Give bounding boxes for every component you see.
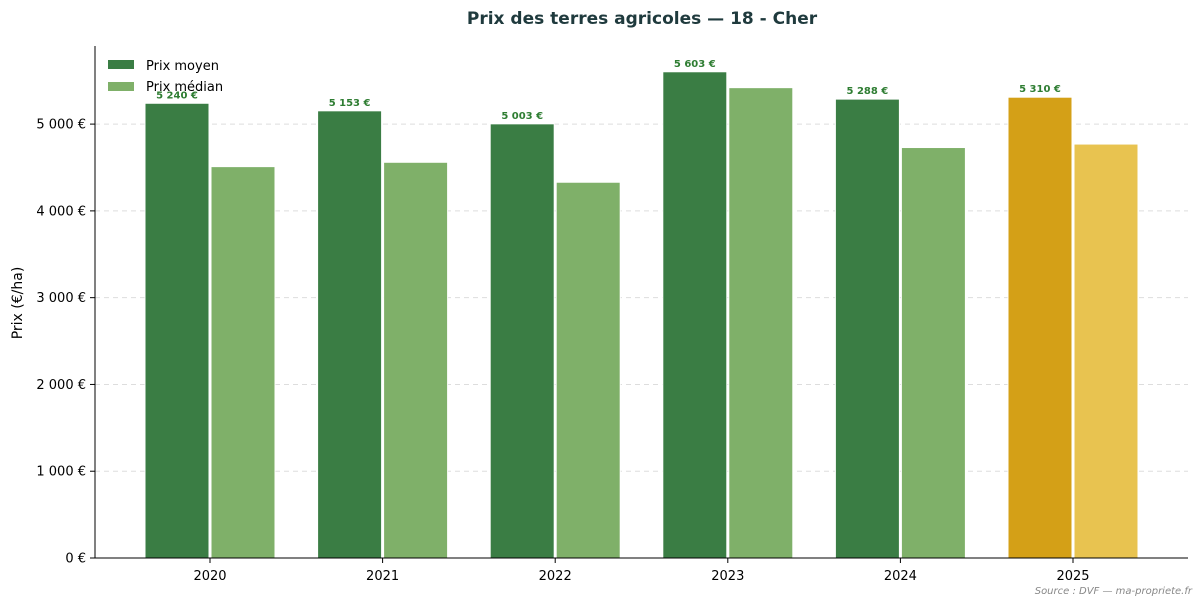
bar-median-2021 [383, 161, 449, 559]
y-tick-label: 5 000 € [36, 118, 86, 133]
legend-label-median: Prix médian [146, 80, 223, 95]
y-axis-label: Prix (€/ha) [10, 267, 26, 340]
y-tick-label: 4 000 € [36, 204, 86, 219]
y-tick-label: 0 € [65, 552, 86, 567]
legend-label-mean: Prix moyen [146, 59, 219, 74]
bar-mean-2022 [489, 123, 555, 559]
source-note: Source : DVF — ma-propriete.fr [1035, 586, 1193, 597]
bar-mean-2023 [662, 71, 728, 559]
legend-swatch-median [108, 82, 134, 91]
data-label-2020: 5 240 € [156, 90, 198, 101]
axes [94, 46, 1188, 559]
data-label-2025: 5 310 € [1019, 84, 1061, 95]
data-label-2024: 5 288 € [847, 86, 889, 97]
chart-title: Prix des terres agricoles — 18 - Cher [467, 9, 818, 29]
bars-group: 5 240 € 5 153 € 5 003 € 5 603 € 5 288 € 5 310… [144, 59, 1139, 559]
legend-swatch-mean [108, 60, 134, 69]
bar-mean-2024 [834, 98, 900, 559]
y-tick-label: 1 000 € [36, 465, 86, 480]
gridlines [95, 123, 1188, 472]
x-tick-label: 2022 [539, 569, 572, 584]
data-label-2023: 5 603 € [674, 59, 716, 70]
y-tick-label: 2 000 € [36, 378, 86, 393]
x-tick-label: 2024 [884, 569, 917, 584]
y-tick-label: 3 000 € [36, 291, 86, 306]
bar-median-2024 [900, 147, 966, 559]
bar-median-2020 [210, 166, 276, 559]
x-tick-label: 2020 [193, 569, 226, 584]
x-ticks: 2020 2021 2022 2023 2024 2025 [193, 558, 1090, 584]
x-tick-label: 2021 [366, 569, 399, 584]
bar-median-2023 [728, 87, 794, 559]
y-ticks: 0 € 1 000 € 2 000 € 3 000 € 4 000 € 5 000 € [36, 118, 95, 567]
bar-mean-2020 [144, 102, 210, 559]
x-tick-label: 2025 [1056, 569, 1089, 584]
data-label-2021: 5 153 € [329, 98, 371, 109]
data-label-2022: 5 003 € [501, 111, 543, 122]
bar-mean-2021 [317, 110, 383, 559]
bar-median-2025 [1073, 143, 1139, 559]
bar-median-2022 [555, 181, 621, 559]
bar-mean-2025 [1007, 96, 1073, 559]
legend: Prix moyen Prix médian [108, 59, 223, 95]
x-tick-label: 2023 [711, 569, 744, 584]
